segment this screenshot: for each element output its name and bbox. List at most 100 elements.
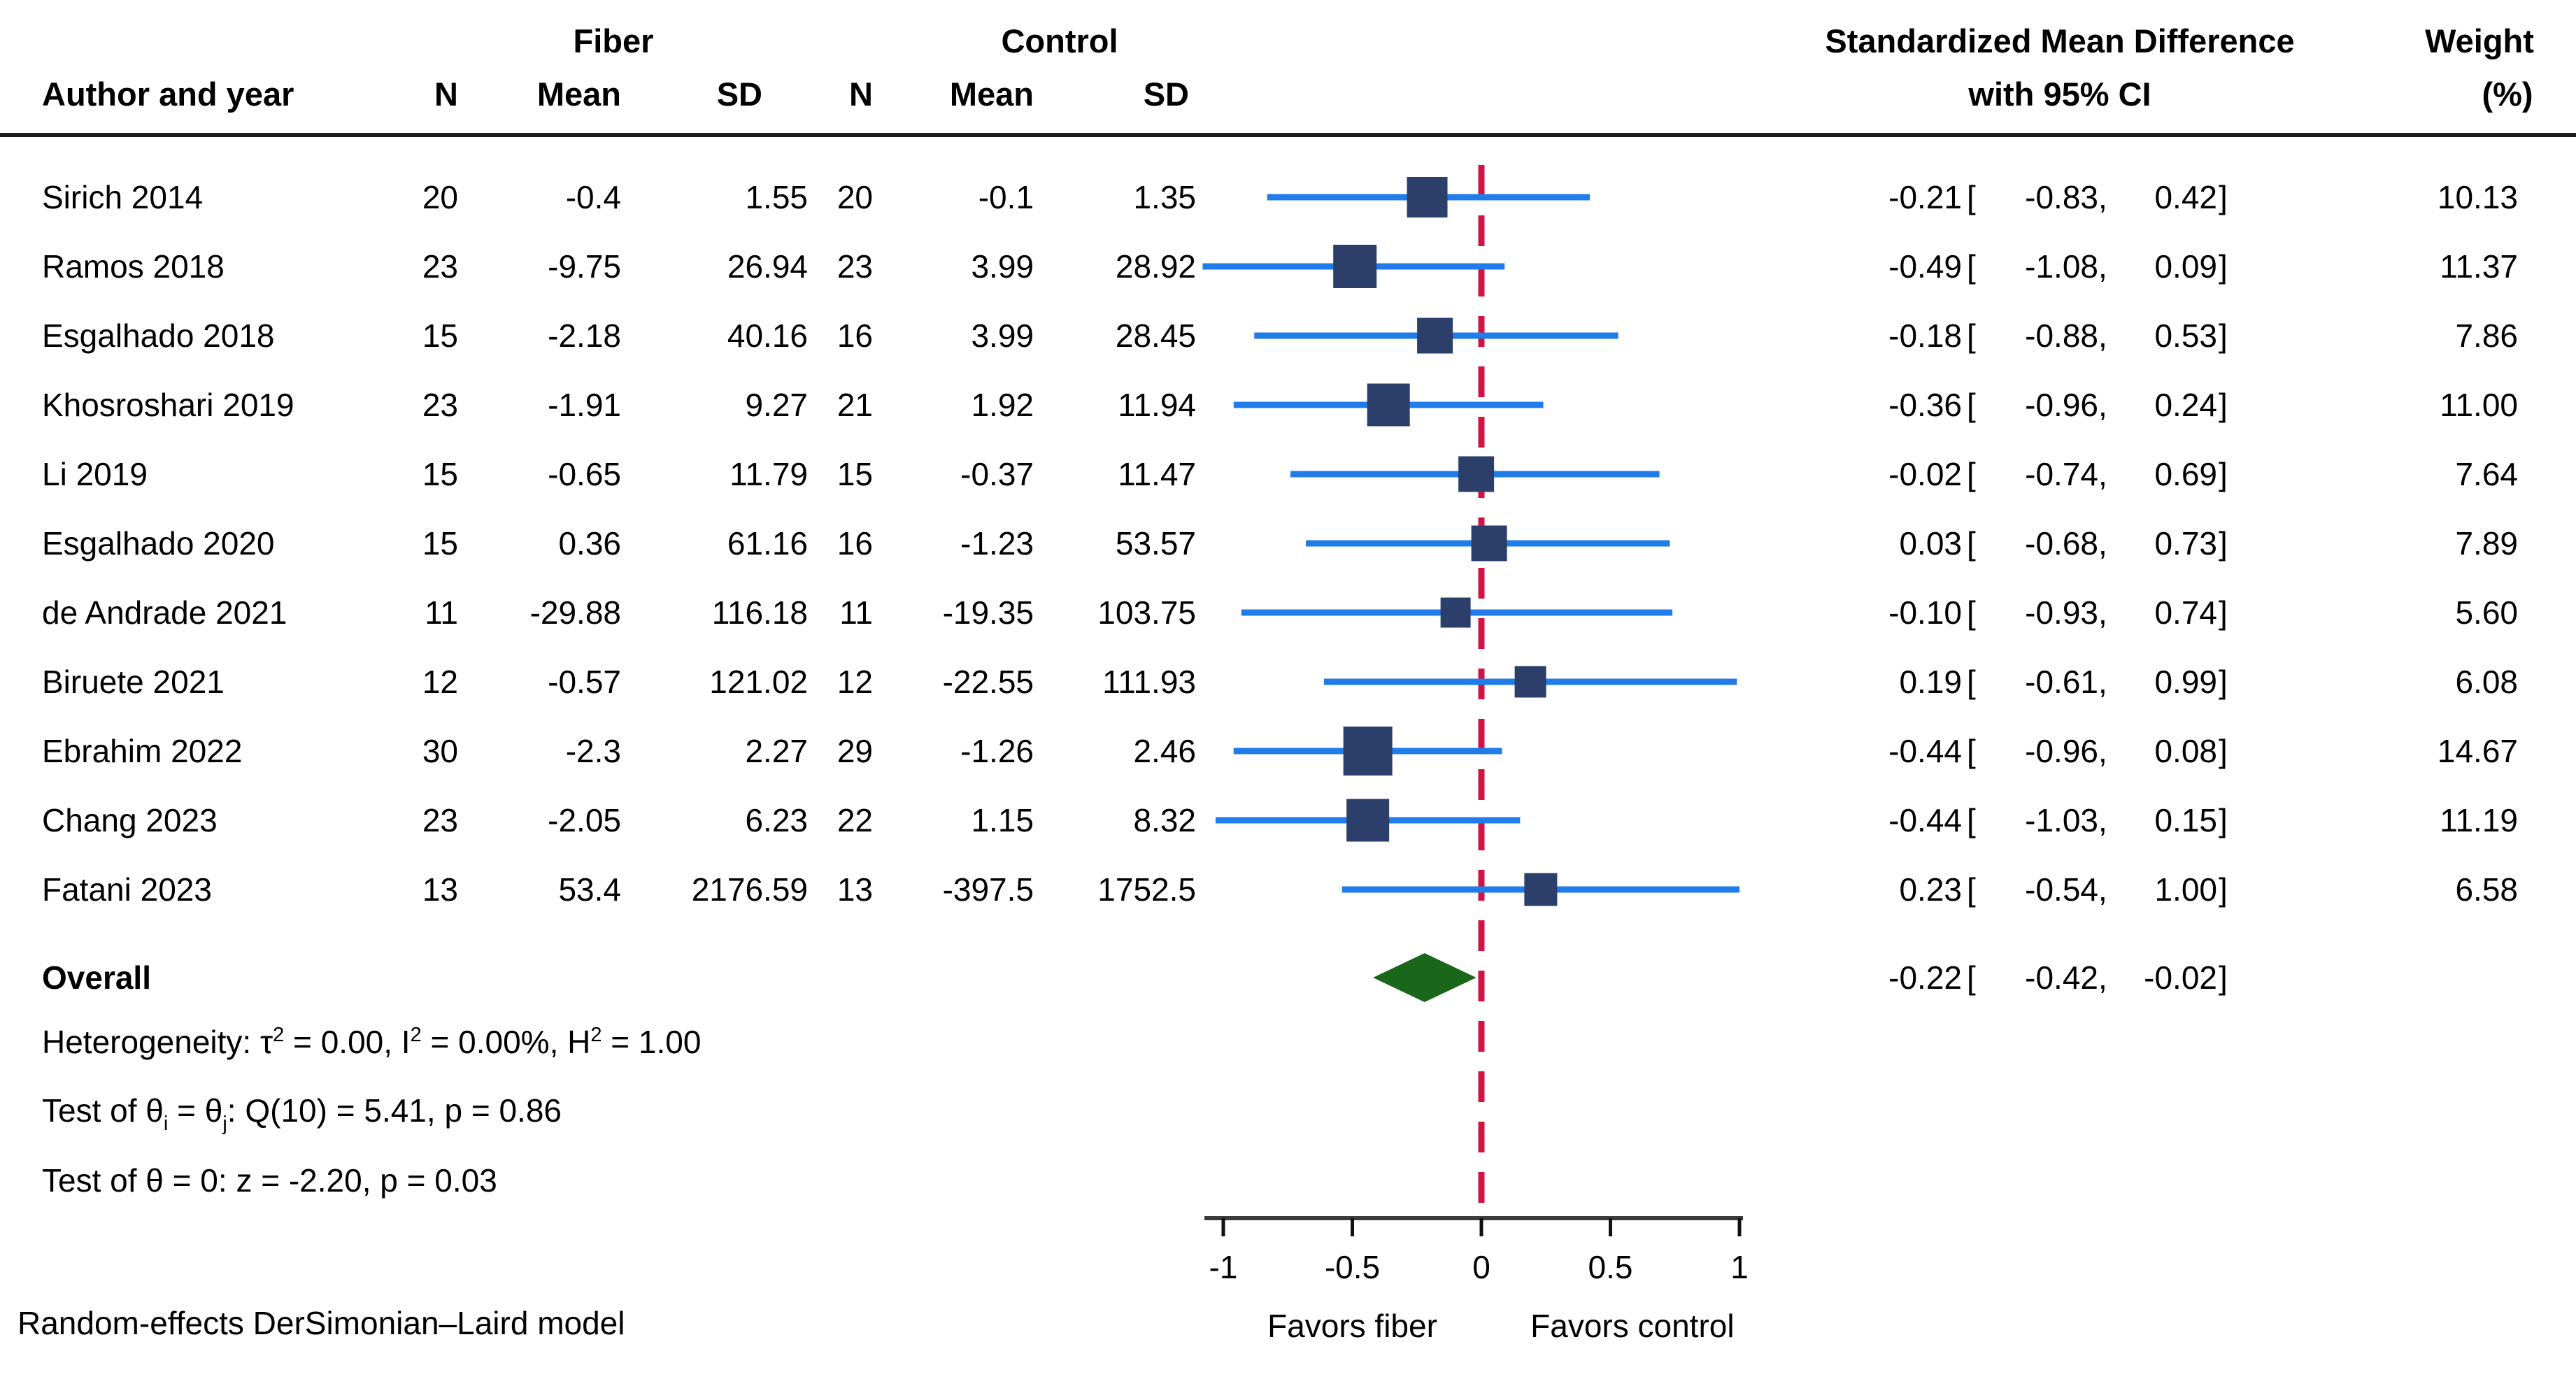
smd-estimate: -0.44 xyxy=(1888,802,1962,838)
smd-comma: , xyxy=(2098,248,2107,285)
superscript: 2 xyxy=(590,1024,602,1046)
header-rule xyxy=(0,133,2576,137)
smd-bracket-close: ] xyxy=(2219,317,2228,354)
study-marker xyxy=(1343,727,1393,776)
weight-cell: 14.67 xyxy=(2437,733,2518,769)
smd-estimate: -0.44 xyxy=(1888,733,1962,769)
author-cell: Li 2019 xyxy=(42,456,148,492)
header-n-fiber: N xyxy=(434,76,458,113)
smd-bracket-open: [ xyxy=(1967,456,1976,492)
smd-bracket-close: ] xyxy=(2219,525,2228,562)
smd-lower: -0.93 xyxy=(2025,594,2098,631)
smd-bracket-open: [ xyxy=(1967,248,1976,285)
smd-bracket-close: ] xyxy=(2219,871,2228,908)
n-fiber-cell: 15 xyxy=(422,317,458,354)
smd-estimate: -0.21 xyxy=(1888,179,1962,215)
header-sd-fiber: SD xyxy=(716,76,762,113)
study-marker xyxy=(1367,383,1410,427)
n-control-cell: 23 xyxy=(837,248,873,285)
stats-text: = 1.00 xyxy=(602,1024,702,1060)
n-fiber-cell: 15 xyxy=(422,525,458,562)
author-cell: Esgalhado 2018 xyxy=(42,317,275,354)
sd-fiber-cell: 116.18 xyxy=(711,594,808,631)
weight-cell: 7.86 xyxy=(2455,317,2518,354)
smd-bracket-open: [ xyxy=(1967,594,1976,631)
smd-upper: 0.08 xyxy=(2154,733,2217,769)
study-marker xyxy=(1440,597,1471,628)
header-mean-control: Mean xyxy=(949,76,1034,113)
mean-control-cell: -0.1 xyxy=(978,179,1034,215)
smd-lower: -0.83 xyxy=(2025,179,2098,215)
smd-lower: -0.61 xyxy=(2025,664,2098,700)
smd-lower: -0.88 xyxy=(2025,317,2098,354)
mean-fiber-cell: 53.4 xyxy=(558,871,621,908)
smd-upper: 0.99 xyxy=(2154,664,2217,700)
smd-estimate: 0.23 xyxy=(1899,871,1962,908)
study-marker xyxy=(1407,177,1448,217)
weight-cell: 6.58 xyxy=(2455,871,2518,908)
favors-fiber-label: Favors fiber xyxy=(1267,1308,1437,1344)
x-tick-label: -0.5 xyxy=(1324,1249,1381,1285)
n-control-cell: 20 xyxy=(837,179,873,215)
smd-comma: , xyxy=(2098,802,2107,838)
smd-bracket-close: ] xyxy=(2219,733,2228,769)
n-control-cell: 11 xyxy=(839,594,873,631)
weight-cell: 7.89 xyxy=(2455,525,2518,562)
mean-fiber-cell: -0.57 xyxy=(548,664,621,700)
author-cell: Ebrahim 2022 xyxy=(42,733,243,769)
study-marker xyxy=(1514,666,1546,698)
x-tick-label: -1 xyxy=(1209,1249,1238,1285)
n-control-cell: 15 xyxy=(837,456,873,492)
smd-comma: , xyxy=(2098,317,2107,354)
smd-estimate: 0.03 xyxy=(1899,525,1962,562)
sd-fiber-cell: 6.23 xyxy=(745,802,808,838)
stats-line: Test of θ = 0: z = -2.20, p = 0.03 xyxy=(42,1145,1231,1215)
stats-text: Test of θ = 0: z = -2.20, p = 0.03 xyxy=(42,1162,497,1199)
n-control-cell: 16 xyxy=(837,525,873,562)
weight-cell: 10.13 xyxy=(2437,179,2518,215)
author-cell: Ramos 2018 xyxy=(42,248,225,285)
favors-control-label: Favors control xyxy=(1530,1308,1735,1344)
smd-comma: , xyxy=(2098,664,2107,700)
smd-estimate: -0.49 xyxy=(1888,248,1962,285)
sd-control-cell: 111.93 xyxy=(1102,664,1196,700)
mean-fiber-cell: -0.4 xyxy=(565,179,621,215)
mean-control-cell: 3.99 xyxy=(971,248,1034,285)
study-marker xyxy=(1524,873,1558,906)
n-fiber-cell: 23 xyxy=(422,248,458,285)
smd-bracket-open: [ xyxy=(1967,733,1976,769)
overall-label: Overall xyxy=(42,959,151,996)
sd-fiber-cell: 1.55 xyxy=(745,179,808,215)
stats-line: Test of θi = θj: Q(10) = 5.41, p = 0.86 xyxy=(42,1076,1231,1145)
smd-bracket-close: ] xyxy=(2219,456,2228,492)
mean-fiber-cell: -0.65 xyxy=(548,456,621,492)
mean-fiber-cell: -1.91 xyxy=(548,387,621,423)
mean-control-cell: 3.99 xyxy=(971,317,1034,354)
smd-estimate: -0.36 xyxy=(1888,387,1962,423)
smd-comma: , xyxy=(2098,959,2107,996)
n-control-cell: 22 xyxy=(837,802,873,838)
smd-comma: , xyxy=(2098,733,2107,769)
smd-bracket-open: [ xyxy=(1967,664,1976,700)
stats-text: = 0.00, I xyxy=(284,1024,411,1060)
smd-lower: -0.74 xyxy=(2025,456,2098,492)
smd-bracket-open: [ xyxy=(1967,871,1976,908)
sd-control-cell: 28.92 xyxy=(1115,248,1196,285)
stats-text: Heterogeneity: τ xyxy=(42,1024,273,1060)
n-fiber-cell: 11 xyxy=(425,594,458,631)
smd-bracket-open: [ xyxy=(1967,959,1976,996)
sd-fiber-cell: 9.27 xyxy=(745,387,808,423)
n-control-cell: 21 xyxy=(837,387,873,423)
author-cell: Esgalhado 2020 xyxy=(42,525,275,562)
smd-bracket-open: [ xyxy=(1967,179,1976,215)
smd-bracket-open: [ xyxy=(1967,317,1976,354)
n-fiber-cell: 15 xyxy=(422,456,458,492)
n-fiber-cell: 23 xyxy=(422,387,458,423)
header-control-group: Control xyxy=(1001,22,1118,59)
stats-text: = θ xyxy=(168,1092,223,1129)
n-fiber-cell: 20 xyxy=(422,179,458,215)
smd-comma: , xyxy=(2098,871,2107,908)
smd-bracket-close: ] xyxy=(2219,664,2228,700)
header-smd-line1: Standardized Mean Difference xyxy=(1825,22,2295,59)
smd-bracket-close: ] xyxy=(2219,179,2228,215)
